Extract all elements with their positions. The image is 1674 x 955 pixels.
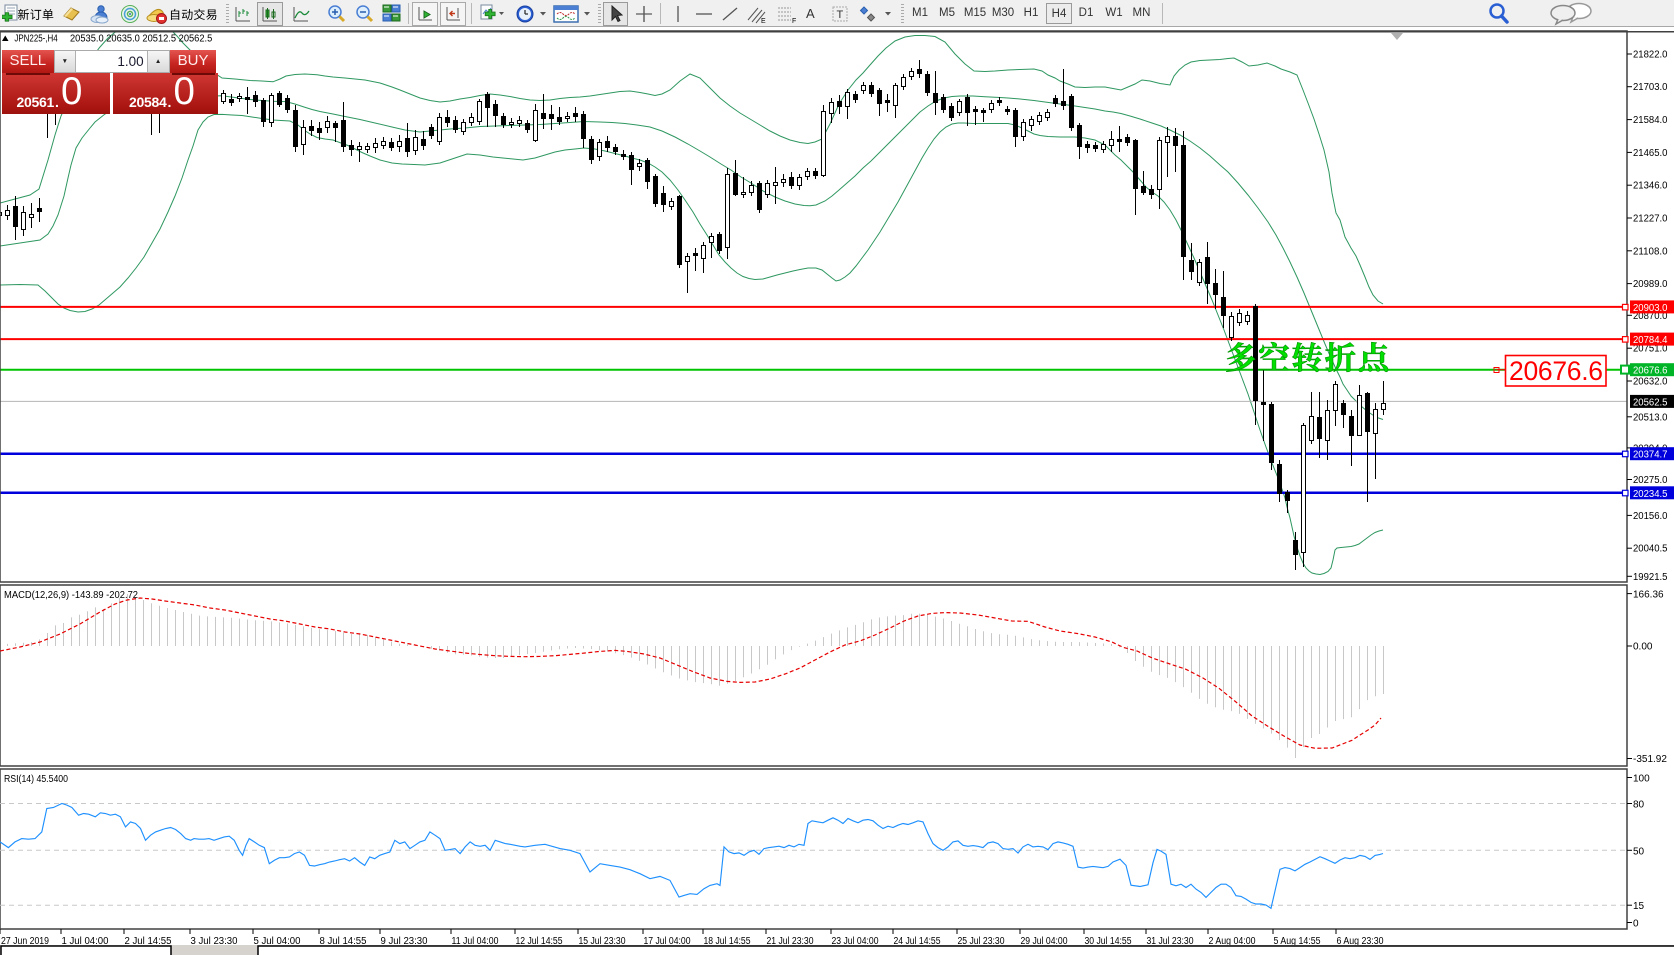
svg-text:20562.5: 20562.5 xyxy=(1633,397,1668,408)
svg-text:T: T xyxy=(837,9,844,21)
svg-text:9 Jul 23:30: 9 Jul 23:30 xyxy=(381,936,428,947)
svg-text:15 Jul 23:30: 15 Jul 23:30 xyxy=(579,936,626,947)
svg-text:F: F xyxy=(792,18,796,24)
svg-text:21108.0: 21108.0 xyxy=(1633,246,1668,257)
svg-text:24 Jul 14:55: 24 Jul 14:55 xyxy=(894,936,941,947)
svg-text:17 Jul 04:00: 17 Jul 04:00 xyxy=(644,936,691,947)
svg-text:20784.4: 20784.4 xyxy=(1633,335,1668,346)
svg-text:21346.0: 21346.0 xyxy=(1633,181,1668,192)
svg-text:21465.0: 21465.0 xyxy=(1633,148,1668,159)
svg-text:20903.0: 20903.0 xyxy=(1633,303,1668,314)
svg-text:RSI(14) 45.5400: RSI(14) 45.5400 xyxy=(4,774,68,785)
svg-text:20275.0: 20275.0 xyxy=(1633,475,1668,486)
svg-text:18 Jul 14:55: 18 Jul 14:55 xyxy=(704,936,751,947)
svg-text:2 Aug 04:00: 2 Aug 04:00 xyxy=(1209,936,1256,947)
svg-text:15: 15 xyxy=(1633,901,1645,912)
svg-text:20676.6: 20676.6 xyxy=(1509,356,1603,386)
svg-text:20374.7: 20374.7 xyxy=(1633,450,1668,461)
svg-text:166.36: 166.36 xyxy=(1633,590,1664,601)
svg-text:0: 0 xyxy=(1633,919,1639,930)
svg-text:2 Jul 14:55: 2 Jul 14:55 xyxy=(125,936,172,947)
svg-text:20040.5: 20040.5 xyxy=(1633,544,1668,555)
svg-text:JPN225-,H4: JPN225-,H4 xyxy=(14,34,58,45)
svg-text:20513.0: 20513.0 xyxy=(1633,412,1668,423)
svg-text:6 Aug 23:30: 6 Aug 23:30 xyxy=(1337,936,1384,947)
svg-text:20632.0: 20632.0 xyxy=(1633,377,1668,388)
svg-text:1 Jul 04:00: 1 Jul 04:00 xyxy=(62,936,109,947)
svg-text:25 Jul 23:30: 25 Jul 23:30 xyxy=(958,936,1005,947)
svg-text:20535.0 20635.0 20512.5 20562.: 20535.0 20635.0 20512.5 20562.5 xyxy=(70,34,213,45)
svg-text:21584.0: 21584.0 xyxy=(1633,115,1668,126)
svg-text:50: 50 xyxy=(1633,846,1645,857)
svg-text:E: E xyxy=(761,18,766,24)
svg-text:0.00: 0.00 xyxy=(1633,642,1653,653)
svg-text:19921.5: 19921.5 xyxy=(1633,572,1668,583)
svg-text:20870.0: 20870.0 xyxy=(1633,311,1668,322)
svg-text:-351.92: -351.92 xyxy=(1633,754,1667,765)
svg-text:11 Jul 04:00: 11 Jul 04:00 xyxy=(452,936,499,947)
svg-text:5 Jul 04:00: 5 Jul 04:00 xyxy=(254,936,301,947)
svg-text:31 Jul 23:30: 31 Jul 23:30 xyxy=(1147,936,1194,947)
svg-text:23 Jul 04:00: 23 Jul 04:00 xyxy=(832,936,879,947)
svg-text:20676.6: 20676.6 xyxy=(1633,366,1668,377)
svg-text:21 Jul 23:30: 21 Jul 23:30 xyxy=(767,936,814,947)
svg-text:27 Jun 2019: 27 Jun 2019 xyxy=(1,936,49,947)
svg-text:21703.0: 21703.0 xyxy=(1633,82,1668,93)
svg-text:20156.0: 20156.0 xyxy=(1633,511,1668,522)
svg-text:21227.0: 21227.0 xyxy=(1633,214,1668,225)
svg-text:20751.0: 20751.0 xyxy=(1633,344,1668,355)
svg-text:12 Jul 14:55: 12 Jul 14:55 xyxy=(516,936,563,947)
svg-text:5 Aug 14:55: 5 Aug 14:55 xyxy=(1274,936,1321,947)
svg-text:20234.5: 20234.5 xyxy=(1633,489,1668,500)
svg-text:30 Jul 14:55: 30 Jul 14:55 xyxy=(1085,936,1132,947)
svg-text:8 Jul 14:55: 8 Jul 14:55 xyxy=(320,936,367,947)
svg-text:80: 80 xyxy=(1633,800,1645,811)
svg-text:29 Jul 04:00: 29 Jul 04:00 xyxy=(1021,936,1068,947)
svg-text:100: 100 xyxy=(1633,774,1650,785)
svg-text:21822.0: 21822.0 xyxy=(1633,50,1668,61)
svg-text:20989.0: 20989.0 xyxy=(1633,279,1668,290)
svg-text:3 Jul 23:30: 3 Jul 23:30 xyxy=(191,936,238,947)
svg-text:MACD(12,26,9) -143.89 -202.72: MACD(12,26,9) -143.89 -202.72 xyxy=(4,590,138,601)
